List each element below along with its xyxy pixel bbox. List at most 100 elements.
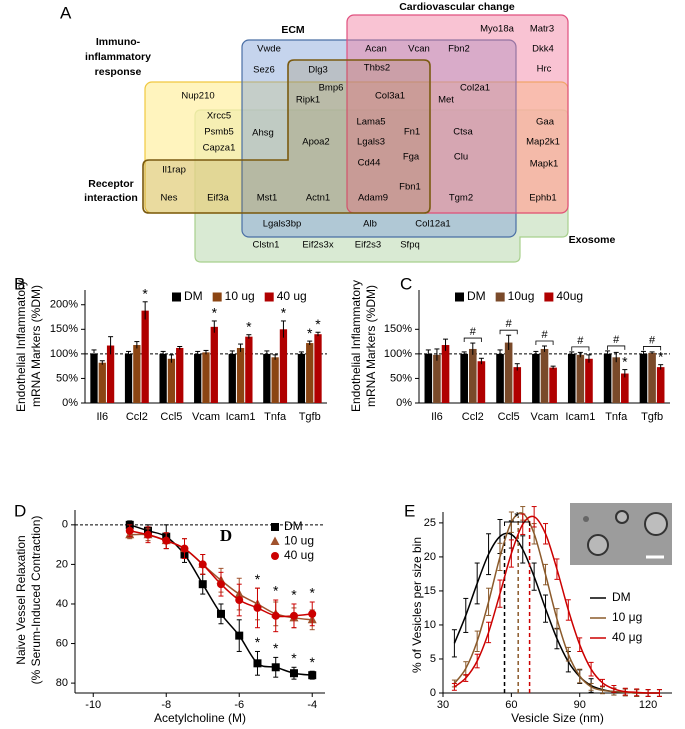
gene-label: Fbn2 — [448, 44, 470, 55]
legend-label: 10 μg — [612, 610, 642, 624]
gene-label: Lama5 — [356, 117, 385, 128]
bar — [567, 353, 576, 403]
legend-swatch — [495, 292, 505, 302]
bar — [513, 367, 522, 403]
x-tick-label: Tnfa — [605, 411, 628, 423]
significance-mark: * — [309, 585, 315, 601]
gene-label: Eif2s3 — [355, 240, 381, 251]
x-tick-label: -6 — [234, 699, 244, 711]
bar — [585, 358, 593, 403]
gene-label: Col2a1 — [460, 83, 490, 94]
marker — [308, 609, 317, 618]
gene-label: Fga — [403, 152, 420, 163]
gene-label: Lgals3bp — [263, 219, 302, 230]
x-tick-label: Ccl5 — [498, 411, 520, 423]
x-tick-label: -8 — [161, 699, 171, 711]
y-tick-label: 0% — [396, 397, 412, 409]
panel-label: E — [404, 501, 415, 520]
gene-label: Actn1 — [306, 193, 330, 204]
significance-mark: # — [613, 334, 620, 346]
significance-mark: * — [307, 325, 313, 341]
venn-shapes — [142, 14, 569, 263]
y-tick-label: 20 — [424, 551, 436, 563]
gene-label: Ctsa — [453, 127, 473, 138]
bar — [263, 353, 271, 403]
bar — [656, 367, 665, 403]
bar — [468, 348, 477, 403]
legend-label: 10 ug — [284, 534, 314, 548]
bar — [576, 354, 585, 403]
bar — [314, 334, 322, 403]
gene-label: Adam9 — [358, 193, 388, 204]
y-axis-title: (% Serum-Induced Contraction) — [29, 516, 43, 685]
y-axis-title: Endothelial Inflammatory — [349, 280, 363, 412]
significance-mark: * — [255, 571, 261, 587]
bar — [141, 310, 149, 403]
bar — [202, 352, 210, 403]
significance-mark: # — [470, 326, 477, 338]
bar — [441, 345, 450, 403]
x-tick-label: Tgfb — [641, 411, 663, 423]
gene-label: Apoa2 — [302, 137, 329, 148]
bar — [159, 353, 167, 403]
bar — [621, 373, 629, 403]
x-tick-label: 30 — [437, 699, 449, 711]
marker — [235, 596, 244, 605]
gene-label: Dkk4 — [532, 44, 554, 55]
significance-mark: * — [281, 305, 287, 321]
gene-label: Nes — [161, 193, 178, 204]
bar — [532, 353, 540, 403]
significance-bracket — [463, 337, 482, 343]
vesicle — [615, 510, 629, 524]
bar — [297, 353, 306, 403]
y-axis-title: % of Vesicles per size bin — [410, 537, 424, 673]
bar — [176, 347, 184, 403]
bar — [98, 362, 106, 403]
bar — [424, 353, 433, 403]
gene-label: Bmp6 — [319, 83, 344, 94]
bar — [433, 354, 441, 403]
set-title: Receptor — [88, 178, 134, 190]
gene-label: Myo18a — [480, 24, 515, 35]
x-tick-label: Ccl5 — [160, 411, 182, 423]
set-title: Immuno- — [96, 36, 141, 48]
x-tick-label: Vcam — [192, 411, 220, 423]
marker — [289, 611, 298, 620]
bar — [504, 342, 513, 403]
y-tick-label: 5 — [430, 653, 436, 665]
gene-label: Fn1 — [404, 127, 420, 138]
gene-label: Acan — [365, 44, 387, 55]
gene-label: Col12a1 — [415, 219, 450, 230]
y-tick-label: 50% — [390, 372, 412, 384]
receptor-set — [142, 59, 431, 214]
panel-label: D — [14, 501, 26, 520]
significance-mark: * — [658, 348, 664, 364]
tem-inset — [570, 503, 672, 565]
gene-label: Lgals3 — [357, 137, 385, 148]
x-axis-title: Acetylcholine (M) — [154, 711, 246, 725]
gene-label: Matr3 — [530, 24, 554, 35]
significance-mark: # — [541, 329, 548, 341]
marker — [162, 536, 171, 545]
legend-swatch — [172, 292, 181, 302]
legend-label: DM — [284, 519, 303, 533]
bar — [603, 353, 612, 403]
gene-label: Xrcc5 — [207, 111, 231, 122]
gene-label: Eif2s3x — [302, 240, 333, 251]
y-axis-title: Endothelial Inflammatory — [14, 280, 28, 412]
y-axis-title: mRNA Markers (%DM) — [29, 285, 43, 407]
gene-label: Hrc — [537, 64, 552, 75]
vesicle — [644, 512, 668, 536]
gene-label: Clstn1 — [253, 240, 280, 251]
significance-bracket — [499, 329, 518, 335]
marker — [125, 526, 134, 535]
gene-label: Met — [438, 95, 454, 106]
marker — [289, 669, 298, 678]
gene-label: Alb — [363, 219, 377, 230]
x-tick-label: Il6 — [431, 411, 443, 423]
set-title: Exosome — [569, 234, 616, 246]
vesicle — [583, 516, 589, 522]
set-title: interaction — [84, 192, 138, 204]
y-tick-label: 25 — [424, 517, 436, 529]
